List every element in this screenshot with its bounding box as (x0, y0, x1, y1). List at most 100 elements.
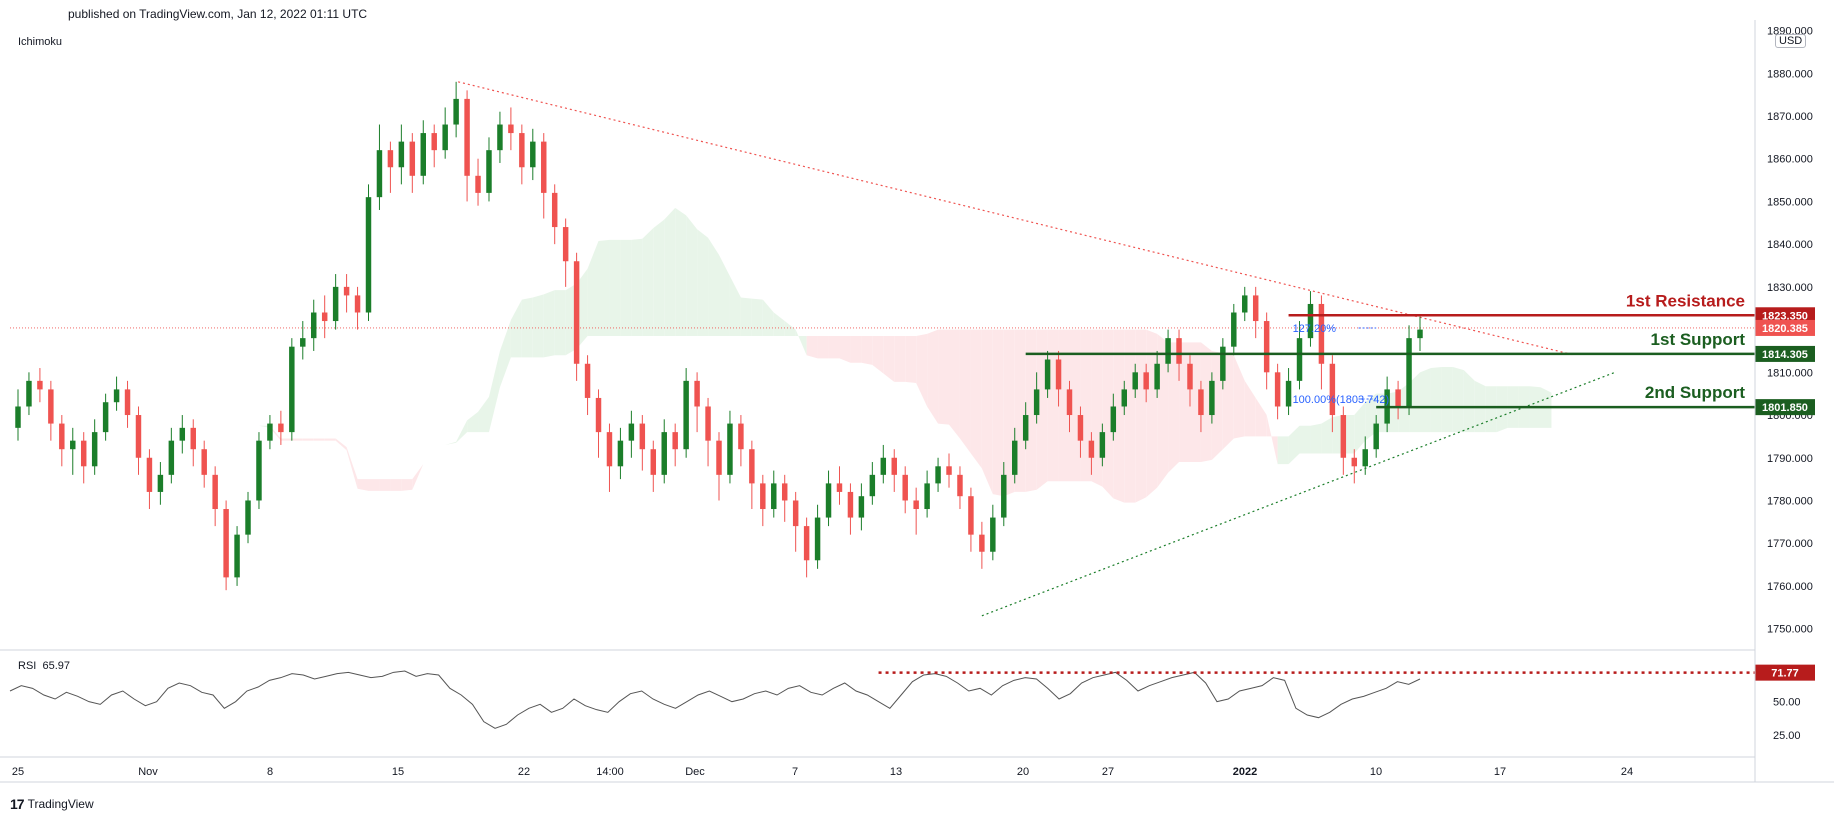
candle (584, 355, 591, 416)
candle (365, 184, 372, 322)
time-axis[interactable]: 25 Nov 8 15 22 14:00 Dec 7 13 20 27 2022 10 17 24 (12, 766, 1633, 778)
candle (1044, 350, 1051, 398)
candle (256, 432, 262, 510)
candle (1274, 363, 1281, 420)
candle (387, 141, 394, 193)
candle (760, 474, 766, 527)
currency-badge[interactable]: USD (1775, 34, 1807, 48)
candle (628, 410, 635, 458)
price-tick: 1790.000 (1767, 453, 1813, 465)
price-tag: 1801.850 (1755, 399, 1815, 416)
candle (59, 415, 65, 467)
candle (157, 462, 164, 505)
candle (946, 453, 952, 488)
candle (190, 419, 196, 467)
candle (781, 474, 788, 522)
candle (1329, 355, 1336, 433)
rsi-line (9, 670, 1421, 729)
candle (606, 423, 613, 492)
candle (738, 415, 744, 467)
candle (376, 124, 383, 210)
candle (1209, 372, 1215, 424)
candle (979, 521, 985, 569)
candle (1110, 393, 1117, 441)
level-label: 1st Resistance (1626, 291, 1745, 310)
candle (124, 380, 131, 428)
candle (617, 427, 624, 480)
svg-text:1814.305: 1814.305 (1762, 349, 1808, 361)
candle (1198, 380, 1204, 433)
candle (1165, 329, 1171, 373)
support-resistance-levels: 1st Resistance 1st Support 2nd Support (1025, 291, 1755, 409)
candle (825, 470, 832, 527)
candle (442, 107, 448, 159)
price-tag: 1814.305 (1755, 345, 1815, 362)
candle (464, 90, 470, 202)
brand-name: TradingView (27, 797, 94, 811)
candle (26, 372, 32, 416)
footer-brand[interactable]: 17 TradingView (10, 796, 94, 812)
chart-canvas[interactable]: 1st Resistance 1st Support 2nd Support 127… (0, 0, 1834, 790)
candle (80, 432, 87, 484)
candle (847, 483, 854, 535)
candle (234, 526, 240, 586)
price-axis[interactable]: 1750.000 1760.000 1770.000 1780.000 1790.000… (1755, 26, 1815, 636)
candles (15, 81, 1423, 591)
candle (1395, 380, 1401, 420)
candle (48, 380, 54, 441)
ichimoku-cloud (149, 207, 1552, 503)
candle (475, 158, 481, 206)
candle (1176, 329, 1182, 381)
candle (1307, 291, 1314, 347)
candle (332, 274, 339, 330)
candle (321, 295, 328, 339)
candle (968, 487, 974, 552)
candle (420, 120, 426, 185)
candle (541, 133, 547, 219)
candle (311, 299, 317, 351)
time-tick: 15 (392, 766, 404, 778)
candle (212, 466, 218, 527)
price-tick: 1870.000 (1767, 111, 1813, 123)
candle (990, 504, 996, 561)
candle (705, 397, 711, 467)
candle (573, 252, 580, 381)
candle (497, 111, 503, 163)
price-tag: 1823.350 (1755, 307, 1815, 324)
candle (858, 483, 865, 531)
price-tick: 1830.000 (1767, 282, 1813, 294)
candle (453, 81, 459, 138)
candle (1231, 303, 1237, 356)
candle (1252, 286, 1259, 339)
candle (343, 274, 350, 313)
candle (562, 218, 569, 287)
candle (398, 124, 405, 185)
time-tick: Nov (138, 766, 158, 778)
price-tick: 1770.000 (1767, 538, 1813, 550)
rsi-level-tag: 71.77 (1755, 664, 1815, 681)
price-tag: 1820.385 (1755, 319, 1815, 336)
candle (1033, 372, 1040, 424)
level-label: 2nd Support (1645, 383, 1745, 402)
candle (957, 466, 963, 510)
fibonacci-levels: 127.20% 100.00%(1803.742) (1293, 323, 1390, 406)
candle (1340, 406, 1347, 475)
level-label: 1st Support (1651, 330, 1746, 349)
candle (1242, 286, 1248, 322)
candle (113, 376, 120, 411)
price-tick: 1810.000 (1767, 367, 1813, 379)
ichimoku-label[interactable]: Ichimoku (18, 36, 63, 48)
candle (595, 389, 602, 458)
candle (179, 415, 186, 454)
candle (935, 457, 941, 492)
svg-text:71.77: 71.77 (1771, 668, 1799, 680)
candle (836, 466, 843, 505)
candle (1022, 402, 1029, 450)
rsi-label[interactable]: RSI 65.97 (18, 660, 70, 672)
candle (661, 419, 667, 484)
time-tick: 13 (890, 766, 902, 778)
time-tick: 7 (792, 766, 798, 778)
candle (135, 406, 142, 475)
candle (650, 440, 657, 492)
candle (1088, 432, 1095, 475)
